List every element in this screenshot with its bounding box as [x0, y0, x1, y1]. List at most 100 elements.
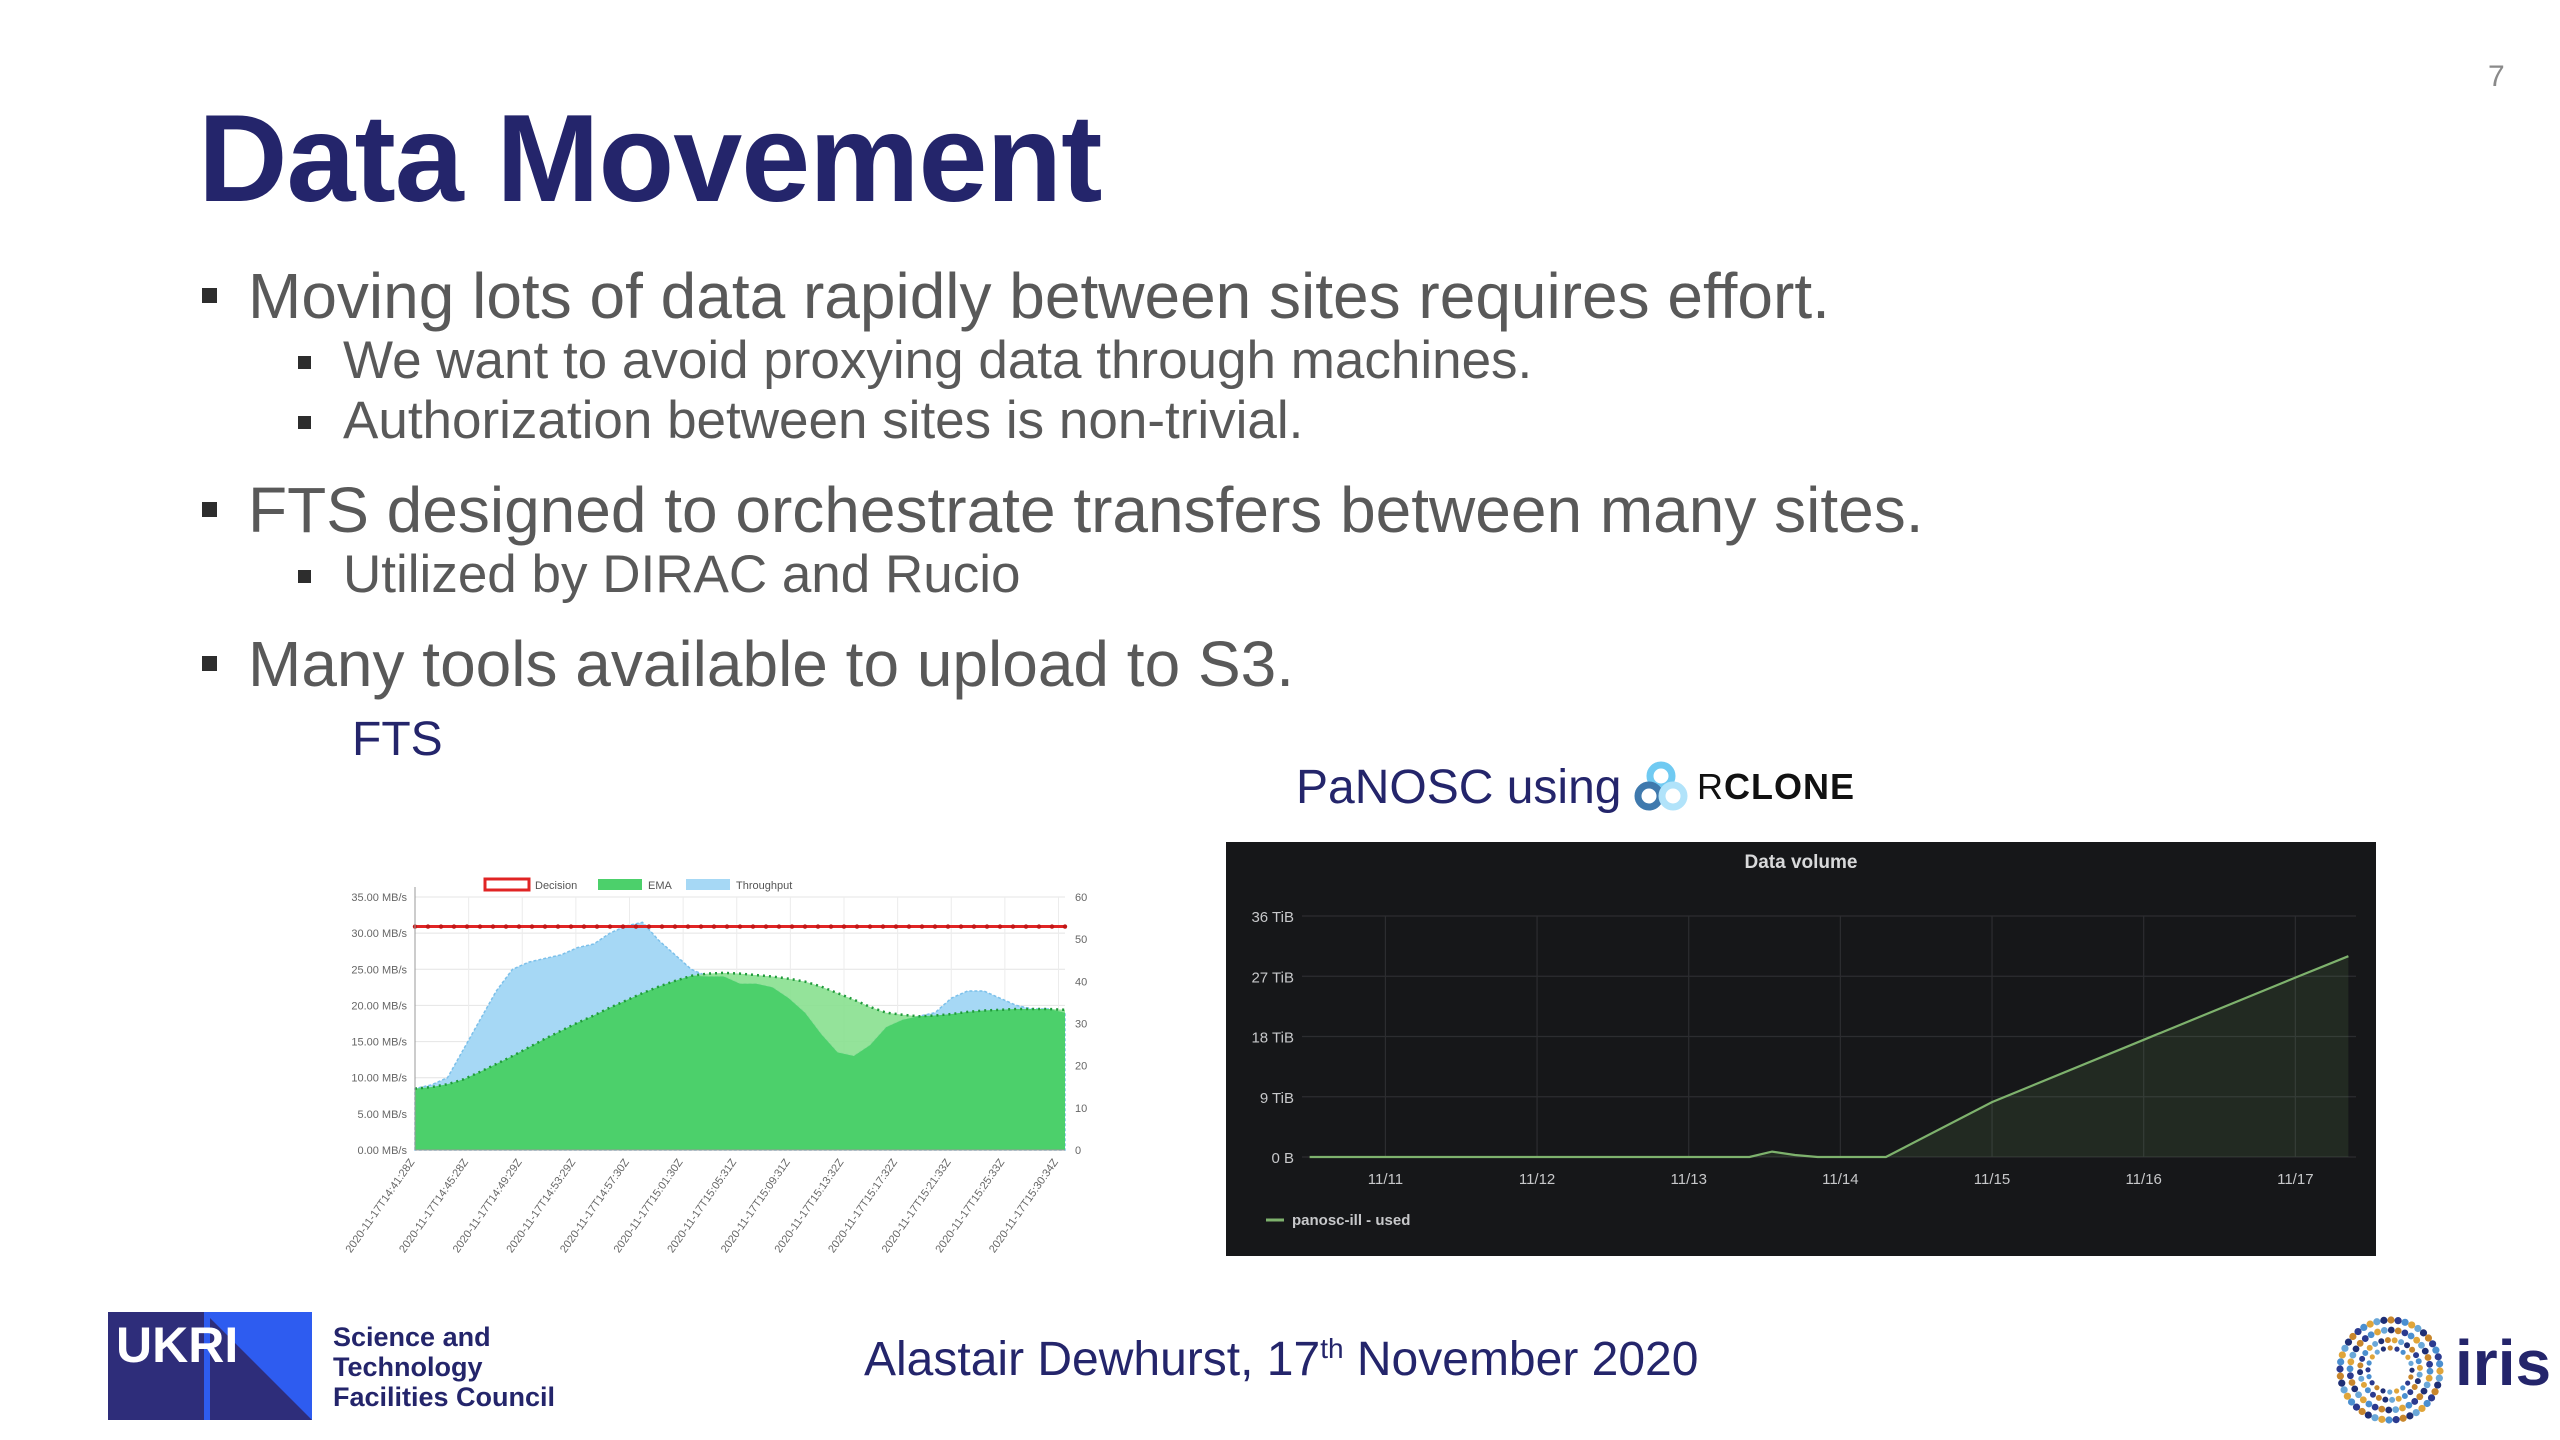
y-tick-label: 5.00 MB/s [357, 1109, 407, 1121]
decision-point [1062, 924, 1068, 929]
logo-dot [2369, 1380, 2375, 1386]
decision-point [724, 924, 730, 929]
logo-dot [2415, 1358, 2422, 1365]
logo-dot [2349, 1351, 2357, 1359]
y-tick-label: 0.00 MB/s [357, 1145, 407, 1157]
decision-point [425, 924, 431, 929]
decision-point [659, 924, 665, 929]
logo-dot [2401, 1329, 2409, 1337]
y2-tick-label: 30 [1075, 1019, 1087, 1031]
logo-dot [2341, 1344, 2349, 1352]
series-line [1309, 955, 2349, 1159]
decision-point [750, 924, 756, 929]
logo-dot [2394, 1327, 2402, 1335]
decision-point [685, 924, 691, 929]
y-tick-label: 27 TiB [1251, 969, 1294, 986]
logo-dot [2364, 1387, 2371, 1394]
y-tick-label: 30.00 MB/s [351, 928, 407, 940]
stfc-line: Technology [333, 1352, 483, 1382]
ukri-logo-text: UKRI [116, 1317, 238, 1373]
decision-point [958, 924, 964, 929]
x-tick-label: 11/12 [1519, 1171, 1555, 1188]
logo-dot [2359, 1355, 2366, 1362]
decision-point [737, 924, 743, 929]
logo-dot [2411, 1384, 2418, 1391]
logo-dot [2382, 1396, 2389, 1403]
logo-dot [2374, 1349, 2380, 1355]
decision-point [932, 924, 938, 929]
page-number: 7 [2488, 60, 2505, 93]
logo-dot [2411, 1398, 2419, 1405]
decision-point [1023, 924, 1029, 929]
decision-point [776, 924, 782, 929]
stfc-line: Science and [333, 1322, 491, 1352]
logo-dot [2358, 1407, 2366, 1416]
logo-dot [2405, 1354, 2411, 1360]
decision-point [568, 924, 574, 929]
series-area [1309, 956, 2349, 1157]
y2-tick-label: 50 [1075, 934, 1087, 946]
footer-author: Alastair Dewhurst, 17th November 2020 [864, 1333, 1699, 1386]
logo-dot [2343, 1392, 2352, 1400]
y-tick-label: 10.00 MB/s [351, 1073, 407, 1085]
legend-swatch [686, 879, 730, 890]
bullet-text: FTS designed to orchestrate transfers be… [248, 474, 1924, 546]
logo-dot [2374, 1385, 2380, 1391]
logo-dot [2407, 1332, 2415, 1340]
logo-dot [2392, 1416, 2400, 1424]
logo-dot [2424, 1354, 2432, 1361]
logo-dot [2364, 1411, 2372, 1419]
logo-dot [2419, 1329, 2428, 1337]
logo-dot [2387, 1345, 2393, 1351]
y-tick-label: 25.00 MB/s [351, 964, 407, 976]
decision-point [789, 924, 795, 929]
logo-dot [2413, 1352, 2420, 1359]
bullet-item: FTS designed to orchestrate transfers be… [198, 476, 2398, 544]
logo-dot [2387, 1326, 2395, 1334]
sub-bullet-text: Utilized by DIRAC and Rucio [343, 545, 1021, 604]
logo-dot [2357, 1362, 2364, 1369]
y2-tick-label: 60 [1075, 892, 1087, 904]
logo-dot [2400, 1349, 2406, 1355]
sub-bullet-text: We want to avoid proxying data through m… [343, 331, 1533, 390]
decision-point [893, 924, 899, 929]
logo-dot [2378, 1405, 2386, 1413]
x-tick-label: 11/14 [1822, 1171, 1858, 1188]
logo-dot [2395, 1395, 2402, 1402]
logo-dot [2366, 1320, 2374, 1328]
logo-dot [2373, 1318, 2381, 1326]
logo-dot [2378, 1338, 2385, 1345]
logo-dot [2399, 1414, 2407, 1422]
y-tick-label: 15.00 MB/s [351, 1037, 407, 1049]
logo-dot [2380, 1316, 2388, 1324]
decision-point [698, 924, 704, 929]
logo-dot [2347, 1358, 2355, 1366]
logo-dot [2354, 1327, 2362, 1336]
logo-dot [2372, 1340, 2379, 1347]
logo-dot [2407, 1389, 2414, 1396]
decision-point [711, 924, 717, 929]
logo-dot [2399, 1404, 2406, 1412]
decision-point [1010, 924, 1016, 929]
logo-dot [2356, 1339, 2364, 1347]
bullet-square-icon [202, 656, 217, 671]
logo-dot [2365, 1400, 2373, 1408]
logo-dot [2413, 1336, 2421, 1344]
fts-label: FTS [352, 713, 443, 766]
logo-dot [2387, 1316, 2395, 1324]
ema-overlap-area [415, 975, 1065, 1150]
decision-point [984, 924, 990, 929]
bullet-list: Moving lots of data rapidly between site… [198, 262, 2398, 698]
logo-dot [2361, 1335, 2369, 1342]
logo-dot [2358, 1375, 2365, 1382]
decision-point [867, 924, 873, 929]
decision-point [828, 924, 834, 929]
logo-dot [2436, 1367, 2444, 1375]
logo-dot [2424, 1334, 2433, 1342]
logo-dot [2408, 1360, 2414, 1366]
bullet-square-icon [202, 288, 217, 303]
panosc-label: PaNOSC using [1296, 761, 1622, 814]
decision-point [607, 924, 613, 929]
logo-dot [2338, 1351, 2346, 1359]
logo-dot [2336, 1365, 2344, 1373]
